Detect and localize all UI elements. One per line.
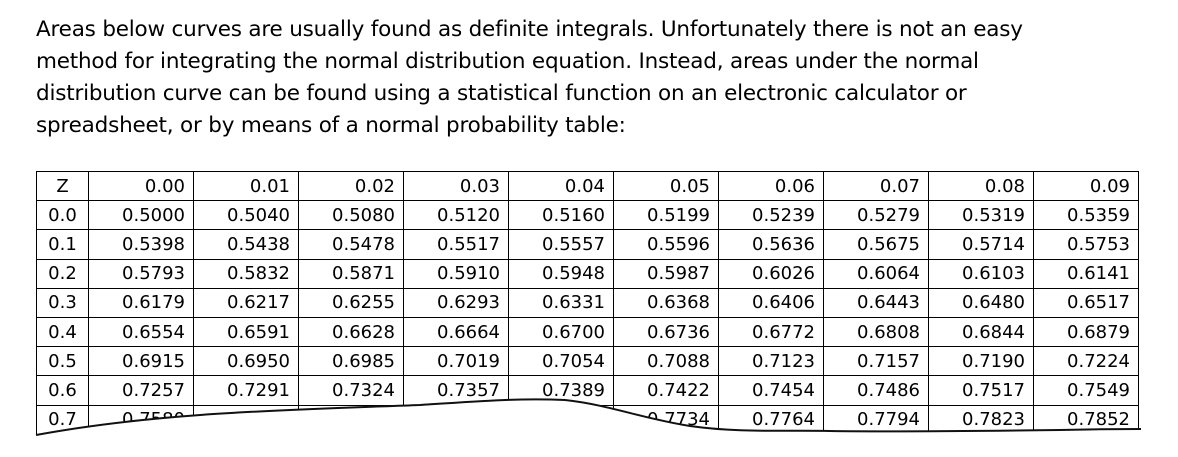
z-value-cell: 0.1 <box>36 229 89 260</box>
z-value-cell: 0.2 <box>36 258 89 289</box>
intro-line: method for integrating the normal distri… <box>36 49 979 74</box>
probability-cell: 0.6844 <box>928 316 1034 348</box>
column-header-cell: 0.06 <box>718 170 824 202</box>
probability-cell: 0.5596 <box>613 229 719 260</box>
probability-cell: 0.7324 <box>298 375 404 406</box>
table-row: 0.1 0.5398 0.5438 0.5478 0.5517 0.5557 0.5596 0… <box>36 229 1139 260</box>
header-row: Z 0.00 0.01 0.02 0.03 0.04 0.05 0.06 0.07 0.08 0.0… <box>36 170 1139 202</box>
probability-cell: 0.5398 <box>88 229 194 260</box>
torn-edge-line <box>35 398 1142 436</box>
column-header-cell: 0.08 <box>928 170 1034 202</box>
probability-cell: 0.5199 <box>613 200 719 231</box>
probability-cell: 0.5040 <box>193 200 299 231</box>
probability-cell: 0.7157 <box>823 346 929 377</box>
intro-paragraph: Areas below curves are usually found as … <box>36 14 1136 142</box>
probability-cell: 0.5832 <box>193 258 299 289</box>
probability-cell: 0.6915 <box>88 346 194 377</box>
probability-cell: 0.5080 <box>298 200 404 231</box>
z-value-cell: 0.5 <box>36 346 89 377</box>
probability-cell: 0.5910 <box>403 258 509 289</box>
column-header-cell: 0.00 <box>88 170 194 202</box>
column-header-cell: 0.04 <box>508 170 614 202</box>
table-row: 0.4 0.6554 0.6591 0.6628 0.6664 0.6700 0.6736 0… <box>36 316 1139 348</box>
probability-cell: 0.6103 <box>928 258 1034 289</box>
probability-cell: 0.5000 <box>88 200 194 231</box>
probability-cell: 0.7224 <box>1033 346 1139 377</box>
table-row: 0.5 0.6915 0.6950 0.6985 0.7019 0.7054 0.7088 0… <box>36 346 1139 377</box>
column-header-cell: 0.05 <box>613 170 719 202</box>
probability-cell: 0.6064 <box>823 258 929 289</box>
probability-cell: 0.6179 <box>88 287 194 318</box>
probability-cell: 0.7123 <box>718 346 824 377</box>
probability-cell: 0.6026 <box>718 258 824 289</box>
column-header-cell: 0.03 <box>403 170 509 202</box>
probability-cell: 0.5517 <box>403 229 509 260</box>
probability-cell: 0.6517 <box>1033 287 1139 318</box>
z-value-cell: 0.6 <box>36 375 89 406</box>
probability-cell: 0.5359 <box>1033 200 1139 231</box>
probability-cell: 0.7454 <box>718 375 824 406</box>
probability-cell: 0.6331 <box>508 287 614 318</box>
column-header-cell: 0.07 <box>823 170 929 202</box>
probability-cell: 0.7517 <box>928 375 1034 406</box>
intro-line: spreadsheet, or by means of a normal pro… <box>36 113 626 138</box>
probability-cell: 0.5675 <box>823 229 929 260</box>
probability-cell: 0.7019 <box>403 346 509 377</box>
probability-cell: 0.6255 <box>298 287 404 318</box>
probability-cell: 0.6985 <box>298 346 404 377</box>
probability-cell: 0.6554 <box>88 316 194 348</box>
intro-line: Areas below curves are usually found as … <box>36 17 1023 42</box>
probability-cell: 0.7422 <box>613 375 719 406</box>
probability-cell: 0.6141 <box>1033 258 1139 289</box>
table-row: 0.0 0.5000 0.5040 0.5080 0.5120 0.5160 0.5199 0… <box>36 200 1139 231</box>
probability-cell: 0.6628 <box>298 316 404 348</box>
probability-cell: 0.5557 <box>508 229 614 260</box>
probability-cell: 0.6443 <box>823 287 929 318</box>
probability-cell: 0.6700 <box>508 316 614 348</box>
probability-cell: 0.6293 <box>403 287 509 318</box>
z-value-cell: 0.0 <box>36 200 89 231</box>
table-row: 0.6 0.7257 0.7291 0.7324 0.7357 0.7389 0.7422 0… <box>36 375 1139 406</box>
intro-line: distribution curve can be found using a … <box>36 81 967 106</box>
table-row: 0.2 0.5793 0.5832 0.5871 0.5910 0.5948 0.5987 0… <box>36 258 1139 289</box>
probability-cell: 0.6772 <box>718 316 824 348</box>
table-row: 0.3 0.6179 0.6217 0.6255 0.6293 0.6331 0.6368 0… <box>36 287 1139 318</box>
column-header-cell: 0.09 <box>1033 170 1139 202</box>
probability-cell: 0.5871 <box>298 258 404 289</box>
torn-edge-mask <box>0 399 1178 457</box>
probability-cell: 0.6950 <box>193 346 299 377</box>
normal-probability-table: Z 0.00 0.01 0.02 0.03 0.04 0.05 0.06 0.07 0.08 0.0… <box>36 170 1139 435</box>
probability-cell: 0.5438 <box>193 229 299 260</box>
probability-cell: 0.5478 <box>298 229 404 260</box>
probability-cell: 0.7190 <box>928 346 1034 377</box>
probability-cell: 0.5239 <box>718 200 824 231</box>
probability-cell: 0.6736 <box>613 316 719 348</box>
